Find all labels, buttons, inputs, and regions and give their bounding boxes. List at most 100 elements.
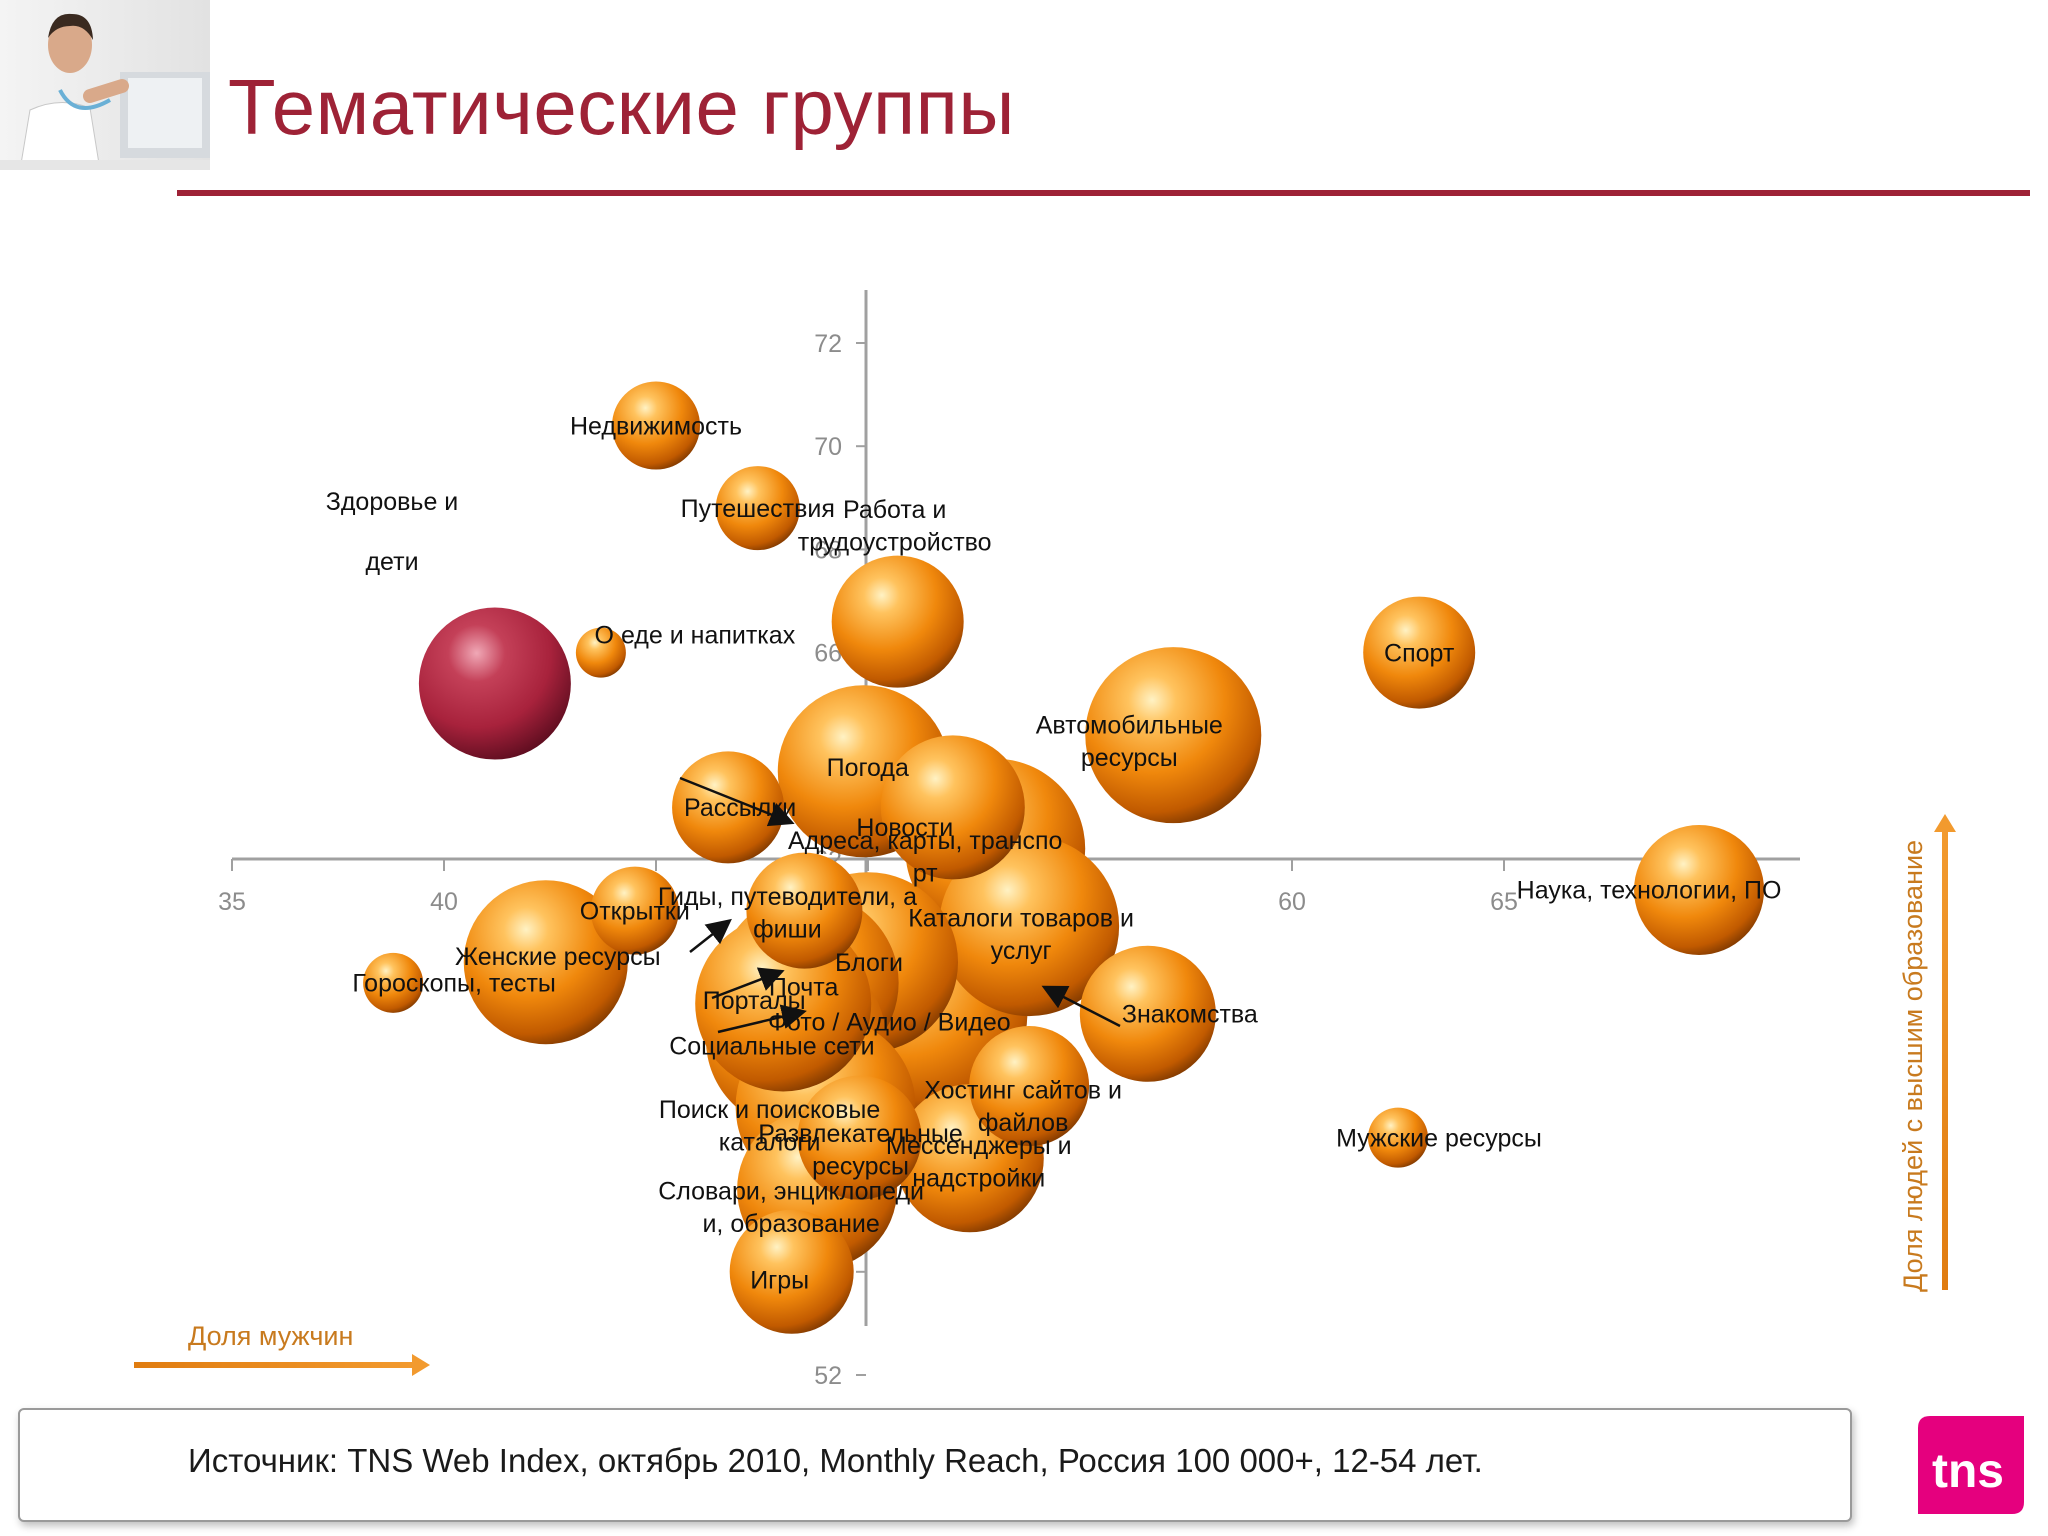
bubble-point [1368,1107,1428,1168]
bubble-label-line: Открытки [580,897,690,925]
y-tick-label: 72 [814,330,842,358]
bubble-point [797,1075,922,1200]
highlight-bubble [418,607,571,760]
bubble-label-line: Развлекательные [758,1120,963,1148]
bubble-label-line: Порталы [703,987,806,1015]
bubble-label: Социальные сети [669,1032,874,1060]
bubble-point [612,381,700,470]
bubble-label: Наука, технологии, ПО [1517,877,1782,905]
bubble-label: Почта [769,974,839,1002]
bubble-label-line: Игры [750,1267,809,1295]
bubble-label: Спорт [1384,639,1455,667]
bubble-point [1079,945,1216,1082]
bubble-label-line: Здоровье и [326,488,459,516]
bubble-label-line: Гиды, путеводители, а [658,883,917,911]
y-axis-title: Доля людей с высшим образование [1898,840,1928,1292]
leader-arrow [717,1004,807,1034]
bubble-label-line: Рассылки [684,794,796,822]
bubble-label-line: и, образование [702,1210,879,1238]
bubble-label-line: Путешествия [681,495,835,523]
y-tick-label: 70 [814,433,842,461]
tns-logo: tns [1918,1416,2024,1514]
bubble-label: Адреса, карты, транспо рт [788,827,1062,888]
leader-arrow [689,918,732,953]
bubble-point [969,1026,1090,1147]
bubble-label-line: ресурсы [812,1153,909,1181]
x-axis-title: Доля мужчин [188,1321,353,1351]
bubble-label-line: Хостинг сайтов и [924,1077,1122,1105]
bubble-label: Мужские ресурсы [1336,1124,1542,1152]
bubble-label-line: Почта [769,974,839,1002]
bubble-label: Хостинг сайтов и файлов [924,1077,1122,1138]
leader-arrow [679,776,795,827]
bubble-label-line: Автомобильные [1036,712,1223,740]
bubble-label-line: Словари, энциклопеди [658,1178,924,1206]
bubble-label: Каталоги товаров и услуг [908,905,1134,966]
bubble-point [1085,647,1262,824]
source-note: Источник: TNS Web Index, октябрь 2010, M… [188,1442,1483,1479]
bubble-label: Недвижимость [570,412,742,440]
bubble-label: Погода [827,754,909,782]
bubble-label-line: О еде и напитках [595,621,796,649]
slide-title: Тематические группы [228,63,1015,151]
bubble-label-line: Спорт [1384,639,1455,667]
y-tick-label: 52 [814,1362,842,1390]
highlight-label: Здоровье и дети [326,488,459,576]
leader-arrows [679,776,1121,1034]
bubble-label-line: Знакомства [1122,1001,1258,1029]
bubble-label-line: Адреса, карты, транспо [788,827,1062,855]
bubble-label: О еде и напитках [595,621,796,649]
bubble-point [672,751,785,864]
bubble-point [715,466,800,551]
bubble-point [729,1209,854,1334]
bubble-label-line: Мессенджеры и [886,1132,1072,1160]
bubble-label-line: Новости [856,814,953,842]
title-divider [177,190,2030,196]
bubble-label-line: Каталоги товаров и [908,905,1134,933]
bubble-label: Фото / Аудио / Видео [768,1009,1011,1037]
bubble-label: Женские ресурсы [455,943,661,971]
bubble-label: Мессенджеры и надстройки [886,1132,1072,1193]
bubble-point [746,852,863,969]
bubble-label: Знакомства [1122,1001,1258,1029]
labels-layer: Недвижимость Путешествия Работа и трудоустр… [326,412,1782,1294]
bubble-label: Открытки [580,897,690,925]
source-box [18,1408,1852,1522]
x-tick-label: 35 [218,888,246,916]
bubble-label: Рассылки [684,794,796,822]
bubble-point [831,555,964,688]
tns-logo-text: tns [1932,1445,2004,1498]
bubble-label-line: фиши [753,916,822,944]
bubble-label: Гиды, путеводители, а фиши [658,883,917,944]
bubble-label-line: Недвижимость [570,412,742,440]
bubble-label-line: файлов [978,1109,1069,1137]
bubble-point [363,952,424,1013]
bubbles-layer [363,381,1765,1334]
bubble-point [939,836,1120,1017]
bubble-label: Автомобильные ресурсы [1036,712,1223,773]
bubble-point [1363,596,1476,709]
bubble-label-line: услуг [991,937,1052,965]
x-axis-arrow-shaft [134,1362,414,1368]
leader-arrow [711,967,785,1000]
x-tick-label: 65 [1490,888,1518,916]
bubble-label-line: Социальные сети [669,1032,874,1060]
x-axis-arrow-head [412,1354,430,1376]
bubble-label-line: Женские ресурсы [455,943,661,971]
bubble-label-line: трудоустройство [798,529,992,557]
bubble-label: Гороскопы, тесты [352,970,556,998]
bubble-point [1634,824,1765,955]
leader-arrow [1041,985,1121,1028]
bubble-point [575,627,626,678]
bubble-label-line: Блоги [835,949,903,977]
bubble-label: Путешествия [681,495,835,523]
header-doctor-photo [0,0,210,170]
bubble-label: Словари, энциклопеди и, образование [658,1178,924,1239]
bubble-label-line: рт [913,860,938,888]
bubble-label-line: Поиск и поисковые [659,1096,880,1124]
y-axis-arrow-head [1934,814,1956,832]
bubble-label: Новости [856,814,953,842]
x-tick-label: 40 [430,888,458,916]
bubble-label: Поиск и поисковые каталоги [659,1096,880,1157]
